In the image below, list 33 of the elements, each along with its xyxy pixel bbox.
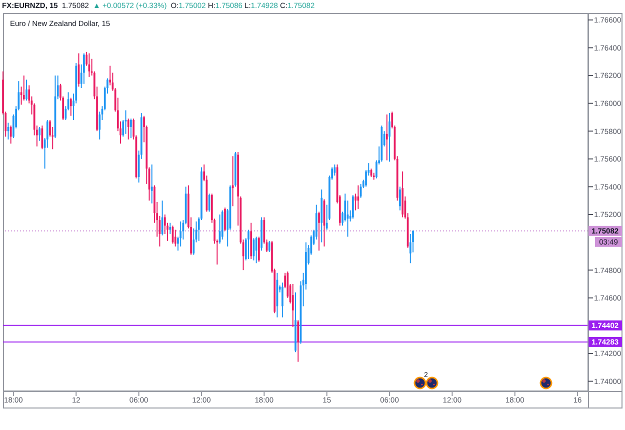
candlestick bbox=[399, 186, 401, 211]
candlestick bbox=[334, 164, 336, 176]
candlestick bbox=[174, 229, 176, 247]
candlestick bbox=[352, 194, 354, 220]
candlestick bbox=[255, 236, 258, 264]
candlestick bbox=[232, 156, 234, 207]
candlestick bbox=[83, 52, 85, 84]
candlestick bbox=[88, 52, 90, 78]
candlestick bbox=[409, 233, 412, 264]
candlestick bbox=[292, 283, 294, 328]
candlestick bbox=[38, 126, 40, 142]
candlestick bbox=[297, 320, 300, 362]
candlestick bbox=[150, 164, 153, 204]
candlestick bbox=[26, 79, 28, 102]
candlestick bbox=[70, 97, 72, 116]
candlestick bbox=[124, 110, 127, 134]
candlestick bbox=[248, 229, 250, 260]
candlestick bbox=[258, 236, 260, 262]
candlestick bbox=[41, 125, 44, 150]
candlestick bbox=[224, 207, 226, 232]
candlestick bbox=[388, 112, 390, 162]
candlestick bbox=[169, 222, 172, 234]
candlestick bbox=[357, 184, 360, 210]
candlestick bbox=[268, 240, 270, 253]
candlestick bbox=[282, 282, 284, 318]
candlestick bbox=[208, 193, 210, 212]
candlestick bbox=[130, 118, 132, 139]
candlestick bbox=[10, 125, 12, 144]
candlestick bbox=[22, 75, 25, 102]
candlestick bbox=[180, 220, 182, 247]
candlestick bbox=[386, 114, 388, 161]
candlestick bbox=[318, 211, 320, 252]
candlestick bbox=[127, 118, 130, 140]
